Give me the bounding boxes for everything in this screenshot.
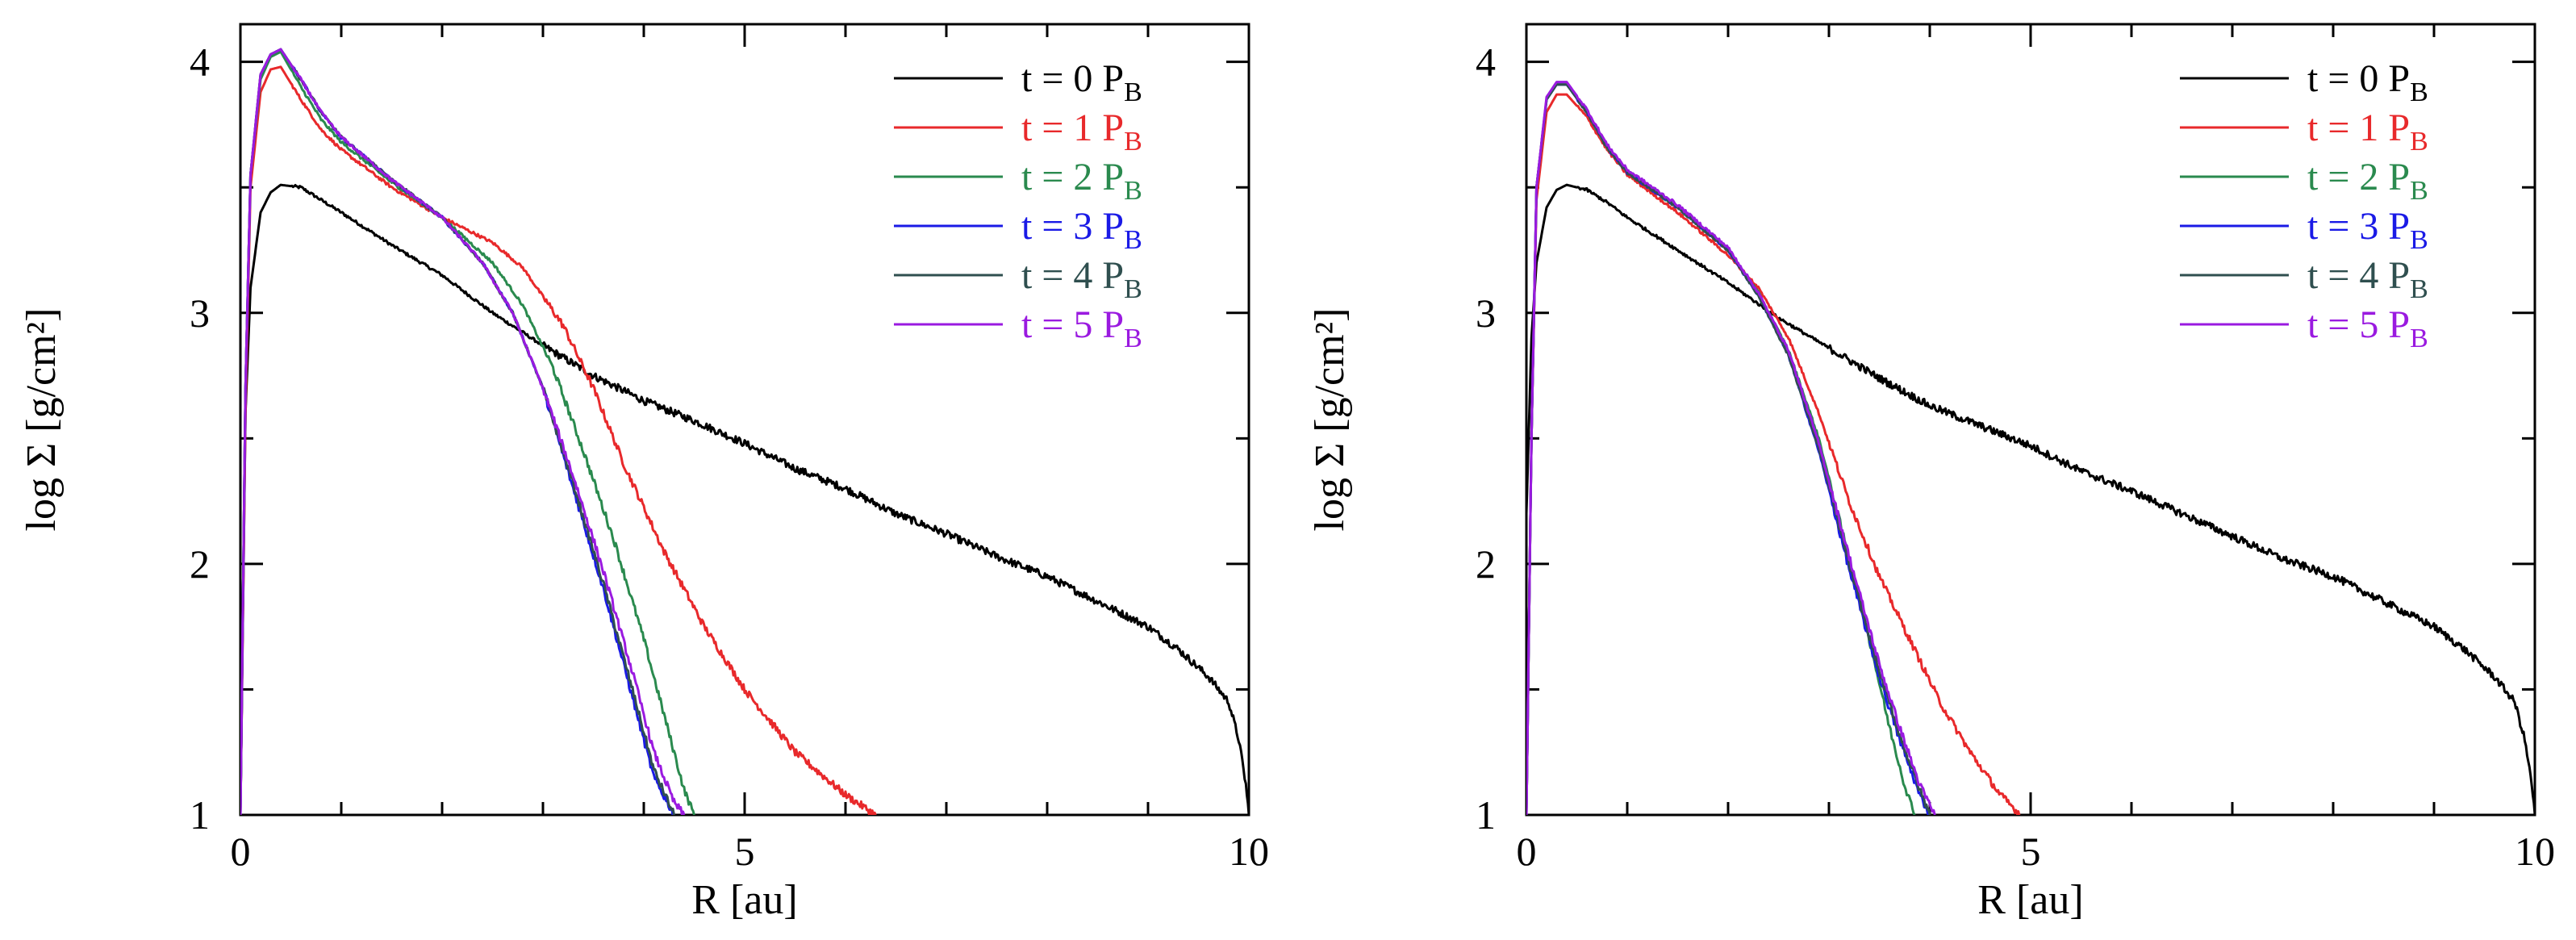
series-line-t4 — [1526, 83, 1931, 815]
x-tick-label: 10 — [1229, 829, 1269, 874]
x-tick-label: 5 — [2021, 829, 2041, 874]
y-tick-label: 2 — [1476, 541, 1496, 587]
series-line-t1 — [240, 65, 877, 815]
series-line-t2 — [1526, 83, 1916, 815]
legend-label: t = 3 PB — [2307, 205, 2428, 255]
y-axis-label: log Σ [g/cm²] — [19, 308, 65, 532]
series-line-t4 — [240, 48, 675, 815]
legend-label: t = 1 PB — [2307, 107, 2428, 157]
series-line-t0 — [240, 183, 1249, 815]
series-line-t3 — [240, 48, 674, 815]
y-tick-label: 1 — [190, 792, 210, 838]
x-tick-label: 0 — [1517, 829, 1537, 874]
x-tick-label: 0 — [231, 829, 251, 874]
x-tick-label: 10 — [2515, 829, 2555, 874]
y-tick-label: 3 — [1476, 290, 1496, 336]
series-line-t2 — [240, 50, 695, 815]
y-ticks: 1 2 3 4 — [190, 40, 1249, 838]
y-tick-label: 3 — [190, 290, 210, 336]
legend-label: t = 2 PB — [1021, 156, 1142, 206]
legend-label: t = 5 PB — [1021, 303, 1142, 353]
y-tick-label: 1 — [1476, 792, 1496, 838]
series-line-t0 — [1526, 183, 2535, 815]
legend-label: t = 3 PB — [1021, 205, 1142, 255]
legend-label: t = 0 PB — [2307, 57, 2428, 107]
x-ticks: 0 5 10 — [1517, 24, 2555, 874]
x-axis-label: R [au] — [691, 877, 797, 923]
y-tick-label: 4 — [190, 40, 210, 85]
legend: t = 0 PBt = 1 PBt = 2 PBt = 3 PBt = 4 PB… — [2180, 57, 2428, 353]
legend-label: t = 1 PB — [1021, 107, 1142, 157]
legend-label: t = 4 PB — [2307, 254, 2428, 304]
x-tick-label: 5 — [735, 829, 755, 874]
series-line-t1 — [1526, 93, 2021, 815]
y-tick-label: 2 — [190, 541, 210, 587]
panel-right: 0 5 10 1 2 3 4 R [au] log Σ [g/cm²] t = 0 PBt = 1… — [1307, 23, 2555, 923]
legend-label: t = 4 PB — [1021, 254, 1142, 304]
panel-left: 0 5 10 1 2 3 4 R [au] log Σ [g/cm²] t = 0 PBt = 1… — [19, 23, 1269, 923]
x-axis-label: R [au] — [1977, 877, 2083, 923]
y-ticks: 1 2 3 4 — [1476, 40, 2535, 838]
series-lines — [240, 48, 1249, 815]
series-line-t3 — [1526, 83, 1930, 815]
legend-label: t = 5 PB — [2307, 303, 2428, 353]
legend-label: t = 2 PB — [2307, 156, 2428, 206]
y-axis-label: log Σ [g/cm²] — [1307, 308, 1353, 532]
legend-label: t = 0 PB — [1021, 57, 1142, 107]
series-lines — [1526, 81, 2535, 815]
series-line-t5 — [1526, 81, 1936, 815]
y-tick-label: 4 — [1476, 40, 1496, 85]
legend: t = 0 PBt = 1 PBt = 2 PBt = 3 PBt = 4 PB… — [894, 57, 1142, 353]
x-ticks: 0 5 10 — [231, 24, 1269, 874]
series-line-t5 — [240, 48, 686, 815]
